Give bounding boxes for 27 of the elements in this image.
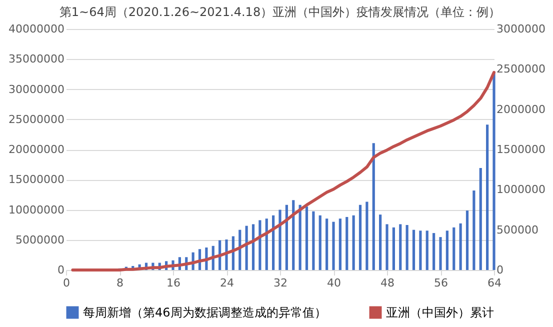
x-tick-label: 40 <box>327 276 341 290</box>
x-tick-label: 32 <box>274 276 288 290</box>
y-tick-label: 30000000 <box>8 82 64 96</box>
chart-title: 第1~64周（2020.1.26~2021.4.18）亚洲（中国外）疫情发展情况（单位：例） <box>59 5 501 19</box>
x-tick-label: 56 <box>434 276 448 290</box>
y-tick-label: 20000000 <box>8 143 64 156</box>
x-tick-label: 64 <box>488 276 502 290</box>
y2-tick-label: 3000000 <box>496 22 546 36</box>
legend-label: 每周新增（第46周为数据调整造成的异常值） <box>83 306 326 320</box>
x-tick-label: 48 <box>380 276 394 290</box>
y2-tick-label: 1000000 <box>496 183 546 196</box>
y-tick-label: 5000000 <box>16 233 64 246</box>
x-tick-label: 24 <box>220 276 234 290</box>
x-tick-label: 16 <box>166 276 180 290</box>
y2-tick-label: 1500000 <box>496 143 546 156</box>
y2-tick-label: 2500000 <box>496 62 546 76</box>
legend-label: 亚洲（中国外）累计 <box>386 306 494 320</box>
y-tick-label: 35000000 <box>8 52 64 66</box>
y-tick-label: 10000000 <box>8 203 64 216</box>
y-tick-label: 15000000 <box>8 173 64 186</box>
x-tick-label: 8 <box>116 276 124 290</box>
y2-tick-label: 0 <box>496 264 504 276</box>
y2-tick-label: 2000000 <box>496 102 546 116</box>
y-tick-label: 0 <box>58 264 64 276</box>
y-tick-label: 40000000 <box>8 22 64 36</box>
y2-tick-label: 500000 <box>496 223 538 236</box>
y-tick-label: 25000000 <box>8 112 64 126</box>
